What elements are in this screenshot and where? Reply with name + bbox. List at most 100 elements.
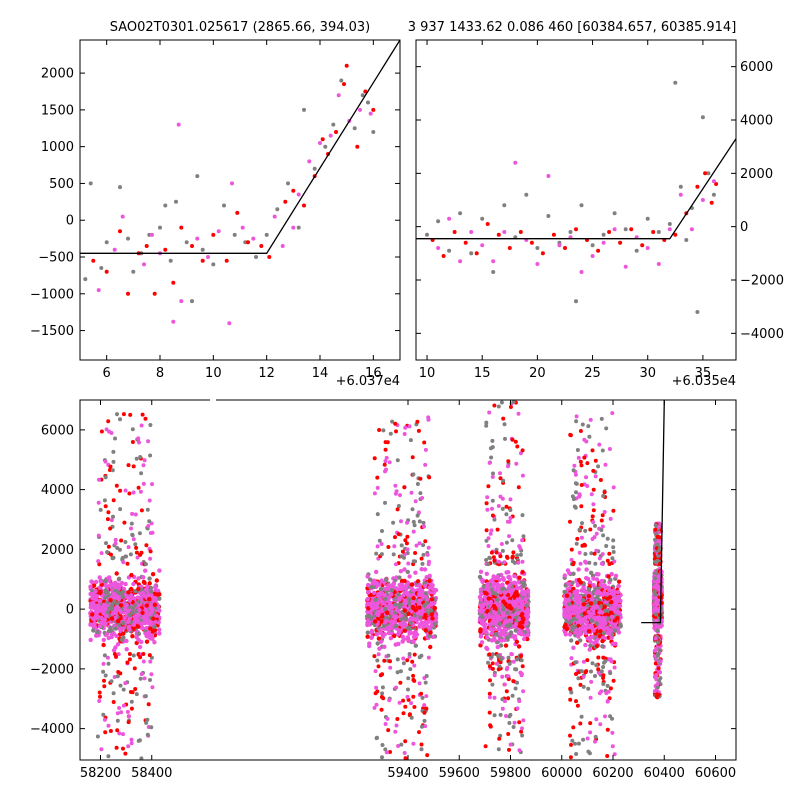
plot3-cluster1-outlier	[406, 561, 411, 566]
plot3-cluster0-outlier	[105, 517, 110, 522]
plot3-cluster2-outlier	[487, 710, 492, 715]
plot3-cluster0-point	[141, 579, 147, 585]
plot3-cluster0-outlier	[111, 700, 116, 704]
plot3-cluster1-outlier	[403, 739, 408, 744]
plot3-cluster3-point	[566, 581, 571, 586]
plot3-cluster1-outlier	[407, 424, 412, 429]
plot3-cluster0-outlier	[123, 540, 128, 544]
plot3-cluster0-outlier	[121, 687, 126, 692]
plot3-cluster3-outlier	[568, 519, 572, 524]
plot1-ytick-label: 2000	[41, 67, 74, 82]
plot3-cluster3-outlier	[581, 674, 586, 679]
plot2-point-s2	[612, 227, 617, 232]
plot3-cluster1-outlier	[395, 458, 400, 463]
plot3-cluster0-outlier	[104, 541, 108, 546]
plot3-cluster3-outlier	[591, 468, 596, 473]
plot3-cluster1-outlier	[400, 549, 405, 554]
plot3-cluster1-outlier	[379, 552, 384, 557]
plot3-cluster0-point	[118, 603, 124, 608]
plot3-cluster0-outlier	[141, 659, 146, 664]
plot3-cluster2-point	[495, 576, 501, 581]
plot2-title: 3 937 1433.62 0.086 460 [60384.657, 6038…	[408, 20, 737, 35]
plot3-cluster0-point	[90, 596, 95, 601]
plot3-cluster3-point	[587, 580, 593, 585]
plot3-cluster3-outlier	[608, 686, 613, 691]
plot3-cluster1-point	[427, 585, 432, 590]
plot3-cluster3-point	[586, 594, 592, 599]
plot3-cluster3-outlier	[596, 464, 601, 469]
plot2-point-s2	[458, 259, 463, 264]
plot3-cluster3-outlier	[574, 419, 579, 424]
plot3-cluster2-point	[511, 634, 516, 639]
plot3-cluster0-point	[144, 609, 149, 614]
plot3-cluster1-outlier	[411, 472, 416, 477]
plot3-cluster3-outlier	[611, 538, 616, 543]
plot1-ytick-label: −500	[38, 251, 74, 266]
plot3-cluster1-outlier	[380, 529, 384, 533]
plot1-point-s2	[206, 255, 210, 259]
plot3-cluster0-outlier	[137, 531, 142, 536]
plot3-cluster0-point	[121, 631, 126, 636]
plot1-point-s0	[254, 255, 258, 259]
plot3-cluster2-point	[506, 575, 511, 580]
plot3-cluster0-outlier	[148, 659, 153, 664]
plot3-cluster2-point	[481, 602, 487, 607]
plot3-cluster2-point	[484, 635, 490, 640]
plot3-cluster0-outlier	[117, 731, 122, 736]
plot3-cluster1-point	[402, 578, 407, 584]
plot3-cluster1-outlier	[376, 652, 381, 657]
plot3-cluster2-outlier	[492, 713, 497, 718]
plot3-cluster3-point	[581, 585, 586, 590]
plot3-cluster0-outlier	[148, 453, 153, 458]
plot3-cluster1-point	[411, 595, 416, 601]
plot2-point-s0	[590, 243, 595, 248]
plot3-cluster3-outlier	[593, 458, 598, 463]
plot1-model-line	[80, 40, 400, 254]
plot3-cluster1-point	[410, 604, 416, 610]
plot3-cluster0-point	[119, 580, 125, 586]
plot3-cluster1-outlier	[409, 715, 414, 720]
plot3-cluster0-outlier	[108, 526, 113, 531]
plot3-cluster0-point	[99, 615, 104, 621]
plot1-point-s1	[163, 247, 168, 252]
plot3-cluster2-outlier	[489, 455, 494, 460]
plot3-cluster3-outlier	[601, 533, 606, 538]
plot3-cluster1-point	[383, 606, 388, 612]
plot3-cluster2-point	[518, 598, 523, 604]
plot1-point-s0	[104, 240, 109, 245]
plot3-cluster0-outlier	[105, 550, 110, 555]
plot3-cluster0-point	[121, 620, 126, 626]
plot3-cluster3-point	[602, 604, 607, 609]
plot3-cluster0-outlier	[106, 544, 111, 549]
plot3-cluster3-point	[563, 632, 568, 637]
plot3-cluster2-point	[478, 569, 484, 574]
plot3-cluster0-outlier	[133, 512, 138, 517]
plot3-cluster3-outlier	[585, 658, 590, 663]
plot3-cluster0-outlier	[143, 562, 148, 567]
plot3-cluster2-outlier	[492, 403, 497, 408]
plot1-point-s0	[302, 107, 306, 112]
plot1-x-offset: +6.037e4	[336, 374, 400, 389]
plot3-cluster0-outlier	[129, 526, 133, 531]
plot3-cluster0-point	[136, 576, 141, 581]
plot3-cluster1-outlier	[411, 741, 416, 746]
plot3-cluster1-outlier	[372, 491, 377, 496]
plot3-cluster2-outlier	[508, 508, 513, 512]
plot3-cluster1-outlier	[395, 657, 400, 662]
plot3-cluster2-point	[514, 639, 520, 644]
plot3-cluster2-outlier	[513, 686, 518, 691]
plot3-cluster3-outlier	[602, 510, 607, 514]
plot3-cluster3-outlier	[598, 478, 603, 482]
plot3-cluster2-outlier	[486, 536, 491, 541]
plot3-cluster1-point	[388, 636, 394, 641]
plot3-cluster2-point	[490, 583, 496, 589]
plot3-cluster1-point	[417, 605, 422, 610]
plot3-cluster0-outlier	[106, 419, 111, 424]
plot2-point-s1	[485, 222, 490, 226]
plot3-cluster0-outlier	[125, 561, 130, 566]
plot3-cluster0-point	[88, 637, 93, 643]
plot1-point-s1	[118, 229, 122, 234]
plot1-ytick-label: 500	[49, 177, 74, 192]
plot3-cluster3-point	[607, 631, 612, 636]
plot3-cluster2-outlier	[486, 484, 491, 489]
